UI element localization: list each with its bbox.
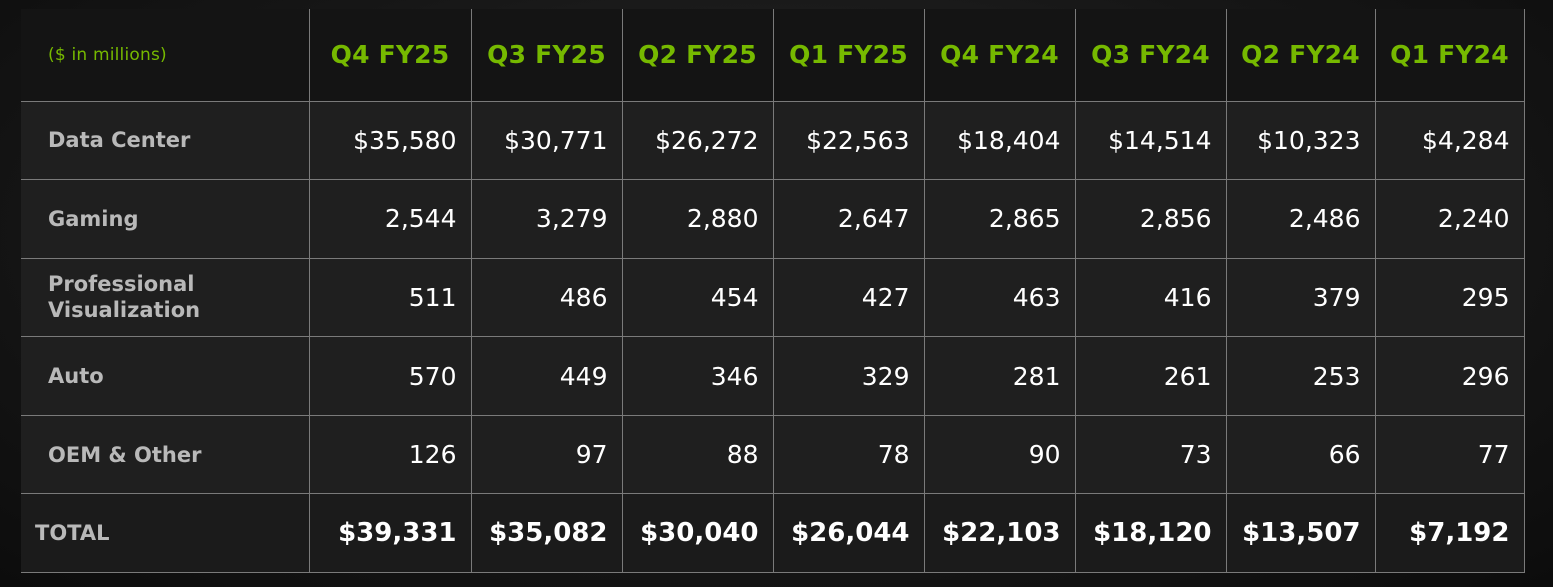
table-cell: 88 xyxy=(621,414,774,495)
table-cell: $18,404 xyxy=(923,100,1076,181)
table-row-total: TOTAL $39,331 $35,082 $30,040 $26,044 $2… xyxy=(21,493,1525,573)
table-cell: 570 xyxy=(308,336,472,416)
total-cell: $39,331 xyxy=(308,493,472,573)
revenue-by-segment-table: ($ in millions) Q4 FY25 Q3 FY25 Q2 FY25 … xyxy=(21,9,1525,573)
column-header: Q1 FY25 xyxy=(772,9,925,102)
column-header: Q3 FY25 xyxy=(470,9,623,102)
table-cell: 2,486 xyxy=(1225,179,1376,259)
table-row-oem-other: OEM & Other 126 97 88 78 90 73 66 77 xyxy=(21,414,1525,495)
total-cell: $7,192 xyxy=(1374,493,1525,573)
table-cell: 2,544 xyxy=(308,179,472,259)
row-label: Professional Visualization xyxy=(21,257,310,338)
table-cell: 77 xyxy=(1374,414,1525,495)
column-header: Q2 FY24 xyxy=(1225,9,1376,102)
column-header: Q4 FY25 xyxy=(308,9,472,102)
table-cell: 379 xyxy=(1225,257,1376,338)
table-cell: 511 xyxy=(308,257,472,338)
total-cell: $35,082 xyxy=(470,493,623,573)
table-cell: 463 xyxy=(923,257,1076,338)
table-cell: $35,580 xyxy=(308,100,472,181)
table-cell: 346 xyxy=(621,336,774,416)
table-cell: 296 xyxy=(1374,336,1525,416)
table-cell: 66 xyxy=(1225,414,1376,495)
table-cell: 486 xyxy=(470,257,623,338)
table-cell: 2,880 xyxy=(621,179,774,259)
table-cell: 329 xyxy=(772,336,925,416)
table-row-professional-visualization: Professional Visualization 511 486 454 4… xyxy=(21,257,1525,338)
table-cell: 2,647 xyxy=(772,179,925,259)
total-cell: $30,040 xyxy=(621,493,774,573)
table-cell: 281 xyxy=(923,336,1076,416)
table-cell: $10,323 xyxy=(1225,100,1376,181)
table-cell: 126 xyxy=(308,414,472,495)
table-cell: 2,865 xyxy=(923,179,1076,259)
column-header: Q4 FY24 xyxy=(923,9,1076,102)
table-cell: 2,240 xyxy=(1374,179,1525,259)
table-cell: 78 xyxy=(772,414,925,495)
table-cell: 73 xyxy=(1074,414,1227,495)
table-cell: 2,856 xyxy=(1074,179,1227,259)
table-cell: 261 xyxy=(1074,336,1227,416)
table-cell: 295 xyxy=(1374,257,1525,338)
table-cell: 90 xyxy=(923,414,1076,495)
table-cell: $14,514 xyxy=(1074,100,1227,181)
table-cell: 416 xyxy=(1074,257,1227,338)
table-cell: $4,284 xyxy=(1374,100,1525,181)
row-label: Data Center xyxy=(21,100,310,181)
row-label: Auto xyxy=(21,336,310,416)
table-cell: $30,771 xyxy=(470,100,623,181)
table-cell: 427 xyxy=(772,257,925,338)
column-header: Q1 FY24 xyxy=(1374,9,1525,102)
table-row-auto: Auto 570 449 346 329 281 261 253 296 xyxy=(21,336,1525,416)
table-row-gaming: Gaming 2,544 3,279 2,880 2,647 2,865 2,8… xyxy=(21,179,1525,259)
unit-label: ($ in millions) xyxy=(21,9,310,102)
row-label: OEM & Other xyxy=(21,414,310,495)
total-cell: $18,120 xyxy=(1074,493,1227,573)
column-header: Q2 FY25 xyxy=(621,9,774,102)
table-cell: 449 xyxy=(470,336,623,416)
revenue-table-container: ($ in millions) Q4 FY25 Q3 FY25 Q2 FY25 … xyxy=(21,9,1525,573)
header-row: ($ in millions) Q4 FY25 Q3 FY25 Q2 FY25 … xyxy=(21,9,1525,102)
table-cell: 253 xyxy=(1225,336,1376,416)
table-cell: 454 xyxy=(621,257,774,338)
row-label: Gaming xyxy=(21,179,310,259)
total-cell: $13,507 xyxy=(1225,493,1376,573)
table-row-data-center: Data Center $35,580 $30,771 $26,272 $22,… xyxy=(21,100,1525,181)
table-cell: $26,272 xyxy=(621,100,774,181)
table-cell: 3,279 xyxy=(470,179,623,259)
total-cell: $22,103 xyxy=(923,493,1076,573)
total-cell: $26,044 xyxy=(772,493,925,573)
total-label: TOTAL xyxy=(21,493,310,573)
table-cell: $22,563 xyxy=(772,100,925,181)
column-header: Q3 FY24 xyxy=(1074,9,1227,102)
table-cell: 97 xyxy=(470,414,623,495)
